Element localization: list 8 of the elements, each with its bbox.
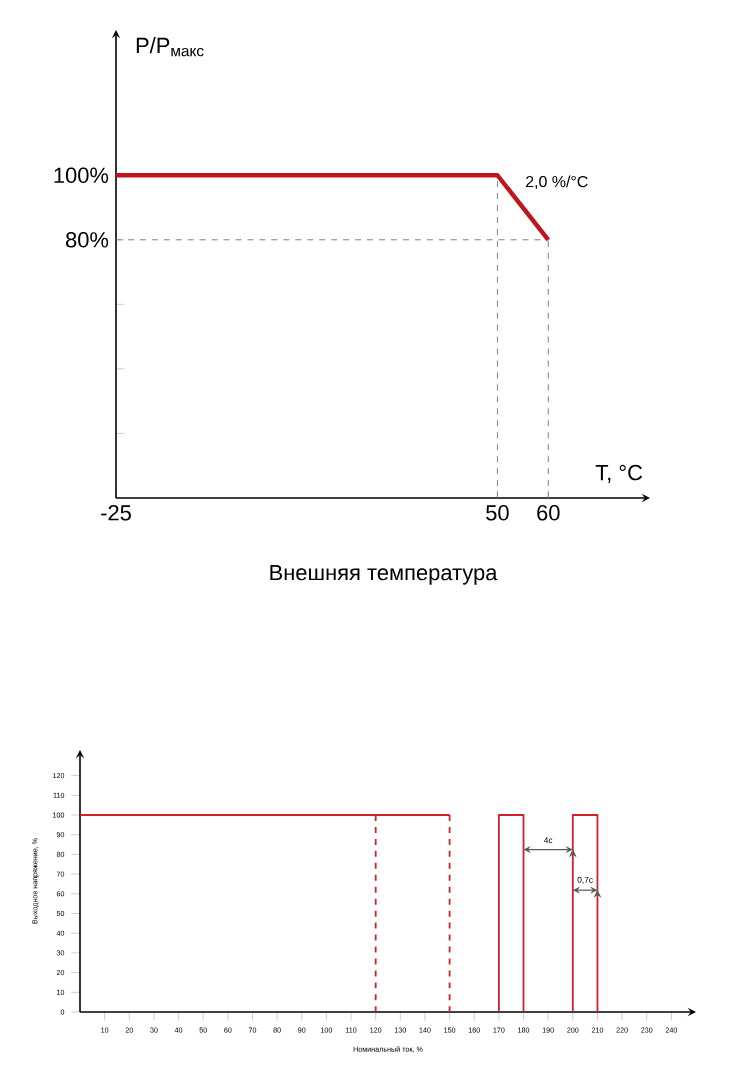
x-axis-title: T, °C — [595, 464, 643, 483]
x-tick-label: -25 — [101, 505, 131, 521]
x-tick-label: 60 — [537, 505, 560, 521]
x-tick-label: 50 — [486, 505, 509, 521]
y-tick-label: 80% — [66, 232, 109, 248]
y-tick-label: 100% — [54, 167, 109, 183]
y-axis-title: P/P$_{макс}$ — [136, 37, 204, 57]
text: Внешняя температура — [270, 565, 498, 585]
